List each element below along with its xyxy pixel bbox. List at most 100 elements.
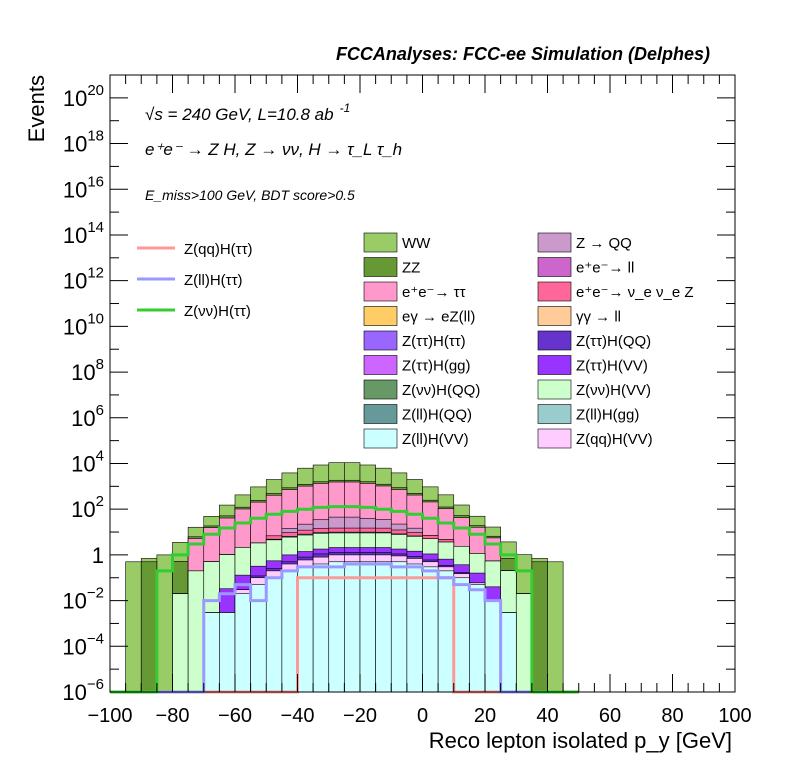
bar-z-ll-h-vv--24 xyxy=(484,600,501,693)
legend-lines: Z(qq)H(ττ) Z(ll)H(ττ) Z(νν)H(ττ) xyxy=(137,241,253,320)
legend-label: e⁺e⁻→ ν_e ν_e Z xyxy=(576,284,694,301)
legend-swatch xyxy=(363,330,398,351)
bar-z-ll-h-vv--22 xyxy=(453,577,470,693)
legend-line-label: Z(ll)H(ττ) xyxy=(184,272,243,289)
legend-label: Z(qq)H(VV) xyxy=(576,431,653,448)
bar-z-ll-h-vv--6 xyxy=(203,612,220,693)
bar-z-ll-h-vv--15 xyxy=(344,561,361,693)
y-tick-label: 10−6 xyxy=(62,676,104,705)
bar-z-ll-h-vv--18 xyxy=(390,561,408,693)
bar-z-ll-h-vv--12 xyxy=(297,566,314,693)
legend-label: Z(ll)H(QQ) xyxy=(402,407,472,424)
chart-title: FCCAnalyses: FCC-ee Simulation (Delphes) xyxy=(336,44,710,64)
legend-swatch xyxy=(537,306,572,326)
legend-label: WW xyxy=(402,235,431,252)
legend-swatch xyxy=(363,232,398,253)
bar-z-ll-h-vv--25 xyxy=(500,612,517,693)
bar-z-ll-h-vv--20 xyxy=(422,566,439,693)
legend-label: Z(νν)H(QQ) xyxy=(402,382,480,399)
legend-label: Z(ττ)H(QQ) xyxy=(576,333,651,350)
y-tick-label: 102 xyxy=(71,493,104,522)
bar-z-ll-h-vv--14 xyxy=(328,561,345,693)
x-tick-label: −100 xyxy=(87,705,132,727)
bar-z-ll-h-vv--17 xyxy=(375,561,392,693)
legend-label: Z(νν)H(VV) xyxy=(576,382,651,399)
bar-zz-27 xyxy=(531,561,548,693)
legend-label: ZZ xyxy=(402,260,420,277)
y-tick-label: 108 xyxy=(71,356,104,385)
y-tick-label: 1014 xyxy=(63,219,104,248)
x-axis-ticks: −100 −80 −60 −40 −20 0 20 40 60 80 100 xyxy=(87,75,752,727)
y-tick-label: 104 xyxy=(71,447,104,476)
legend-swatch xyxy=(363,379,398,400)
legend-label: eγ → eZ(ll) xyxy=(402,309,475,326)
legend-line-label: Z(νν)H(ττ) xyxy=(184,303,251,320)
y-tick-label: 10−2 xyxy=(62,585,104,614)
y-tick-label: 1020 xyxy=(63,82,104,111)
x-tick-label: −20 xyxy=(343,705,377,727)
x-tick-label: −60 xyxy=(218,705,252,727)
bar-z-ll-h-vv--8 xyxy=(234,593,251,693)
line-z-h- xyxy=(110,505,579,694)
legend-swatch xyxy=(537,428,572,449)
legend-label: Z(ττ)H(gg) xyxy=(402,358,471,375)
legend-swatch xyxy=(537,355,572,375)
bar-z-ll-h-vv--16 xyxy=(359,561,376,693)
legend-swatch xyxy=(537,257,572,277)
y-tick-label: 1018 xyxy=(63,128,104,157)
bar-ww-1 xyxy=(125,561,142,693)
legend-swatch xyxy=(363,404,398,424)
x-tick-label: 20 xyxy=(474,705,496,727)
bar-z-ll-h-vv--13 xyxy=(312,563,330,693)
bar-ww-28 xyxy=(547,561,564,693)
x-tick-label: −40 xyxy=(281,705,315,727)
legend-label: Z(ττ)H(ττ) xyxy=(402,333,466,350)
legend-label: Z(ττ)H(VV) xyxy=(576,358,648,375)
x-tick-label: 40 xyxy=(536,705,558,727)
y-tick-label: 1016 xyxy=(63,173,104,202)
legend-swatch xyxy=(537,404,572,424)
x-tick-label: 60 xyxy=(599,705,621,727)
y-tick-label: 106 xyxy=(71,402,104,431)
legend-label: e⁺e⁻→ ττ xyxy=(402,284,466,301)
cut-label: E_miss>100 GeV, BDT score>0.5 xyxy=(145,187,355,203)
bar-z-ll-h-vv--21 xyxy=(437,570,455,693)
x-tick-label: 0 xyxy=(417,705,428,727)
y-tick-label: 10−4 xyxy=(62,630,104,659)
legend-label: γγ → ll xyxy=(576,309,621,326)
legend-line-label: Z(qq)H(ττ) xyxy=(184,241,253,258)
legend-swatch xyxy=(363,355,398,375)
legend-swatch xyxy=(537,232,572,253)
legend-label: Z → QQ xyxy=(576,235,632,252)
y-tick-label: 1010 xyxy=(63,310,104,339)
legend-label: e⁺e⁻→ ll xyxy=(576,260,634,277)
bar-z-ll-h-vv--10 xyxy=(265,577,283,693)
bar-z-ll-h-vv--7 xyxy=(219,612,236,693)
bar-z-h-vv--26 xyxy=(515,593,533,693)
legend-swatch xyxy=(537,379,572,400)
legend-swatch xyxy=(363,257,398,277)
energy-label: √s = 240 GeV, L=10.8 ab -1 xyxy=(145,101,350,124)
legend-swatch xyxy=(537,281,572,302)
bar-z-ll-h-vv--11 xyxy=(281,570,298,693)
x-axis-label: Reco lepton isolated p_y [GeV] xyxy=(429,728,732,753)
x-tick-label: 100 xyxy=(718,705,751,727)
legend-boxes: WW Z → QQ ZZ e⁺e⁻→ ll e⁺e⁻→ ττ e⁺e⁻→ ν_e ν_e … xyxy=(363,232,694,449)
y-axis-ticks: 1020 1018 1016 1014 1012 1010 108 106 104 102 1 10−… xyxy=(62,74,735,705)
y-tick-label: 1 xyxy=(92,543,104,568)
line-z-ll-h- xyxy=(110,562,579,694)
bar-z-h-vv--4 xyxy=(172,593,189,693)
y-axis-label: Events xyxy=(24,75,49,142)
legend-label: Z(ll)H(VV) xyxy=(402,431,469,448)
bar-z-h-vv--5 xyxy=(187,570,205,693)
legend-swatch xyxy=(363,306,398,326)
x-tick-label: −80 xyxy=(156,705,190,727)
bar-z-ll-h-vv--23 xyxy=(469,584,486,693)
legend-swatch xyxy=(363,281,398,302)
legend-label: Z(ll)H(gg) xyxy=(576,407,639,424)
process-label: e⁺e⁻ → Z H, Z → νν, H → τ_L τ_h xyxy=(145,140,402,159)
x-tick-label: 80 xyxy=(661,705,683,727)
bar-zz-2 xyxy=(140,561,158,693)
y-tick-label: 1012 xyxy=(63,265,104,294)
